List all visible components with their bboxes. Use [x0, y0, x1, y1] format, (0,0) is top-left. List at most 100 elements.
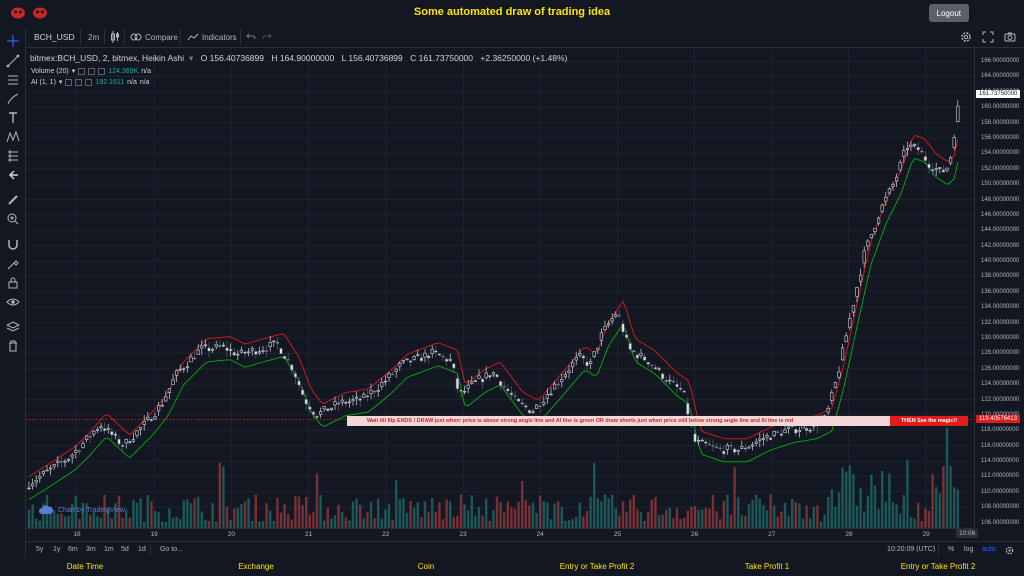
ai-legend-label[interactable]: AI (1, 1)	[31, 78, 56, 86]
candle	[444, 358, 449, 362]
camera-icon[interactable]	[1004, 30, 1016, 44]
interval-button[interactable]: 2m	[88, 32, 100, 42]
range-5y-button[interactable]: 5y	[36, 546, 44, 553]
footer-take-profit-1[interactable]: Take Profit 1	[744, 562, 790, 571]
volume-bar	[920, 521, 923, 528]
indicators-button[interactable]: Indicators	[187, 30, 237, 44]
volume-bar	[470, 495, 473, 528]
price-tick-label: 122.00000000	[981, 396, 1020, 403]
tradingview-watermark[interactable]: Chart by TradingView	[38, 505, 125, 515]
price-axis[interactable]: 106.00000000 108.00000000 110.00000000 112.…	[974, 48, 1024, 528]
candle	[344, 401, 348, 405]
candle	[232, 352, 236, 356]
volume-bar	[949, 465, 952, 528]
zoom-icon[interactable]	[6, 212, 20, 226]
goto-button[interactable]: Go to...	[160, 546, 183, 553]
candle	[765, 435, 769, 438]
layers-icon[interactable]	[6, 320, 20, 334]
logo-icon	[33, 7, 47, 19]
candle	[250, 348, 254, 351]
eye-icon[interactable]	[6, 295, 20, 309]
strategy-banner: Wait till flip ENDS ! DRAW just when: pr…	[347, 416, 890, 426]
footer-coin[interactable]: Coin	[417, 562, 435, 571]
eye-icon[interactable]	[78, 67, 86, 75]
logout-button[interactable]: Logout	[928, 4, 969, 22]
utc-clock[interactable]: 10:20:09 (UTC)	[887, 546, 936, 553]
footer-exchange[interactable]: Exchange	[238, 562, 274, 571]
volume-bar	[438, 502, 441, 528]
auto-scale-button[interactable]: auto	[982, 546, 996, 553]
footer-entry-tp2[interactable]: Entry or Take Profit 2	[559, 562, 635, 571]
volume-bar	[938, 493, 941, 528]
undo-icon[interactable]	[246, 30, 256, 44]
range-5d-button[interactable]: 5d	[121, 546, 129, 553]
lock-drawing-icon[interactable]	[6, 257, 20, 271]
candle	[506, 388, 510, 392]
volume-bar	[823, 514, 826, 528]
volume-bar	[801, 518, 805, 528]
candle	[128, 440, 132, 444]
candle-style-icon[interactable]	[110, 30, 120, 44]
candle	[635, 354, 639, 359]
projection-tool-icon[interactable]	[6, 149, 20, 163]
candle	[142, 421, 146, 425]
candle	[693, 433, 697, 442]
candle	[131, 439, 135, 442]
app-header: Some automated draw of trading idea Logo…	[0, 0, 1024, 26]
eye-icon[interactable]	[65, 78, 73, 86]
candle	[236, 353, 240, 356]
volume-bar	[632, 494, 635, 528]
candle	[340, 399, 344, 403]
footer-date-time[interactable]: Date Time	[66, 562, 104, 571]
close-icon[interactable]	[85, 78, 93, 86]
range-3m-button[interactable]: 3m	[86, 546, 96, 553]
symbol-search-button[interactable]: BCH_USD	[34, 32, 75, 42]
gear-icon[interactable]	[1005, 546, 1014, 555]
volume-bar	[528, 505, 531, 528]
candle	[146, 416, 150, 420]
symbol-title[interactable]: bitmex:BCH_USD, 2, bitmex, Heikin Ashi	[30, 53, 184, 63]
candle	[916, 146, 920, 151]
back-arrow-icon[interactable]	[6, 168, 20, 182]
volume-bar	[290, 519, 293, 528]
trend-line-icon[interactable]	[6, 54, 20, 68]
fullscreen-icon[interactable]	[982, 30, 994, 44]
redo-icon[interactable]	[262, 30, 272, 44]
candle	[380, 382, 384, 387]
candle	[740, 446, 744, 449]
volume-bar	[765, 510, 769, 528]
brush-icon[interactable]	[6, 92, 20, 106]
fib-tool-icon[interactable]	[6, 73, 20, 87]
gear-icon[interactable]	[88, 67, 96, 75]
settings-icon[interactable]	[960, 30, 972, 44]
price-chart[interactable]	[26, 48, 974, 528]
compare-button[interactable]: Compare	[130, 30, 178, 44]
footer-entry-tp2-right[interactable]: Entry or Take Profit 2	[900, 562, 976, 571]
text-tool-icon[interactable]	[6, 111, 20, 125]
magnet-icon[interactable]	[6, 237, 20, 251]
close-icon[interactable]	[98, 67, 106, 75]
candle	[185, 366, 190, 369]
range-6m-button[interactable]: 6m	[68, 546, 78, 553]
volume-bar	[387, 503, 391, 528]
volume-legend-label[interactable]: Volume (20)	[31, 67, 69, 75]
candle	[182, 368, 186, 370]
ai-line-green	[28, 157, 959, 500]
lock-icon[interactable]	[6, 276, 20, 290]
candle	[171, 379, 175, 385]
volume-bar	[495, 496, 499, 528]
range-1d-button[interactable]: 1d	[138, 546, 146, 553]
gear-icon[interactable]	[75, 78, 83, 86]
crosshair-icon[interactable]	[6, 34, 20, 48]
ruler-icon[interactable]	[6, 193, 20, 207]
log-scale-button[interactable]: log	[964, 546, 974, 553]
range-1m-button[interactable]: 1m	[104, 546, 114, 553]
candle	[513, 395, 517, 397]
trash-icon[interactable]	[6, 339, 20, 353]
percent-scale-button[interactable]: %	[948, 546, 955, 553]
volume-bar	[269, 510, 272, 528]
time-axis[interactable]: 18 19 20 21 22 23 24 25 26 27 28 29	[26, 528, 974, 541]
range-1y-button[interactable]: 1y	[53, 546, 61, 553]
candle	[574, 357, 578, 361]
pattern-tool-icon[interactable]	[6, 130, 20, 144]
